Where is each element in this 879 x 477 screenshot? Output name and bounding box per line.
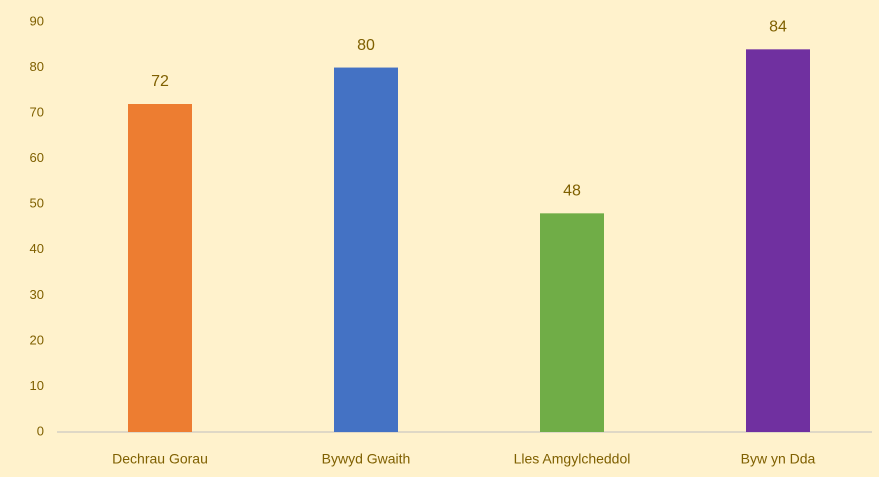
x-tick-label: Lles Amgylcheddol: [514, 451, 631, 467]
bar: [128, 104, 192, 432]
y-tick-label: 30: [30, 287, 44, 302]
bar: [540, 213, 604, 432]
data-label: 72: [151, 73, 169, 90]
y-tick-label: 10: [30, 378, 44, 393]
x-tick-label: Byw yn Dda: [741, 451, 816, 467]
x-tick-label: Bywyd Gwaith: [322, 451, 411, 467]
bar: [334, 67, 398, 433]
y-tick-label: 40: [30, 241, 44, 256]
y-tick-label: 60: [30, 150, 44, 165]
y-tick-label: 20: [30, 332, 44, 347]
y-tick-label: 0: [37, 423, 44, 438]
y-tick-label: 50: [30, 196, 44, 211]
bar: [746, 49, 810, 432]
data-label: 80: [357, 37, 375, 54]
y-tick-label: 80: [30, 59, 44, 74]
x-tick-label: Dechrau Gorau: [112, 451, 208, 467]
y-tick-label: 70: [30, 105, 44, 120]
y-tick-label: 90: [30, 13, 44, 28]
data-label: 48: [563, 183, 581, 200]
data-label: 84: [769, 19, 787, 36]
